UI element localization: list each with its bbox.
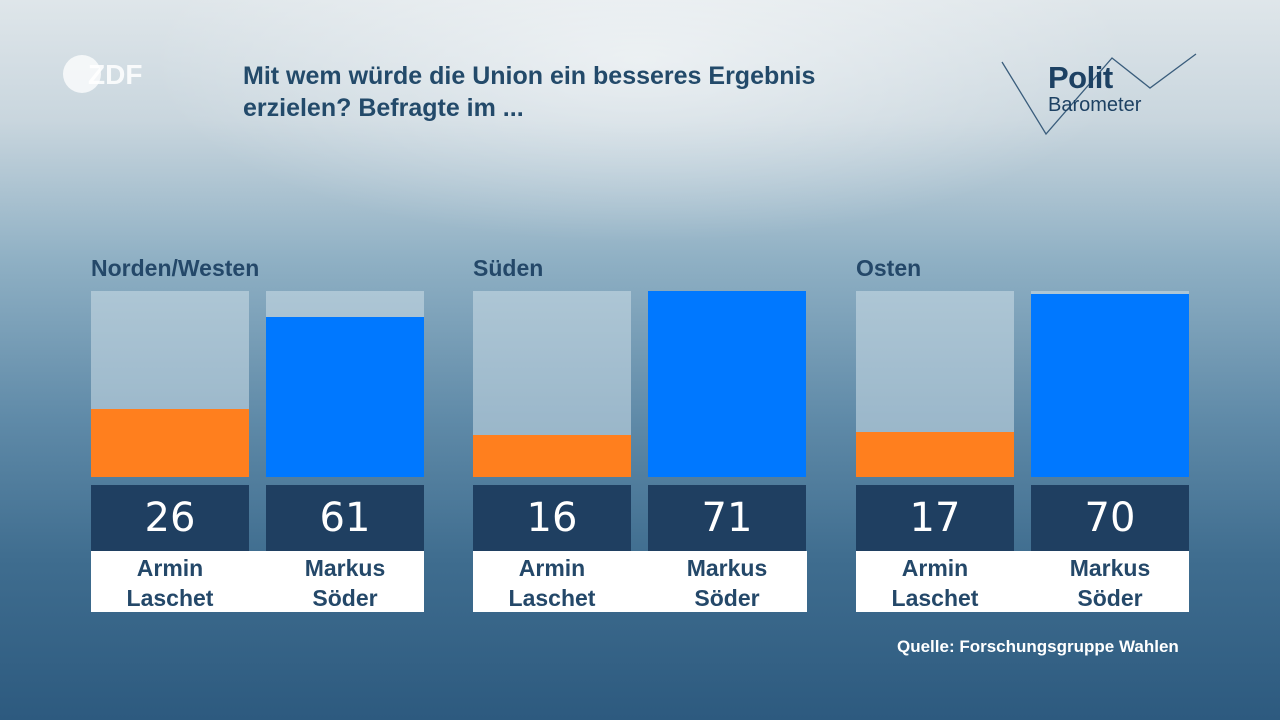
region-label-3: Osten [856,255,922,281]
candidate-last-name: Laschet [126,585,214,611]
candidate-last-name: Söder [694,585,760,611]
bar [1031,294,1189,477]
candidate-first-name: Armin [518,555,586,581]
bar [856,432,1014,477]
bar-track [473,291,631,477]
bar [473,435,631,477]
name-band-3 [856,551,1189,612]
zdf-logo-text: ZDF [88,59,142,90]
brand-line2: Barometer [1048,94,1142,116]
candidate-last-name: Söder [1077,585,1143,611]
value-label: 70 [1031,485,1189,551]
candidate-name: Markus Söder [648,553,806,613]
candidate-name: Markus Söder [1031,553,1189,613]
candidate-first-name: Markus [686,555,768,581]
candidate-last-name: Laschet [891,585,979,611]
candidate-name: Armin Laschet [91,553,249,613]
value-label: 61 [266,485,424,551]
bar [266,317,424,477]
chart-title: Mit wem würde die Union ein besseres Erg… [243,60,963,124]
bar-track [91,291,249,477]
candidate-name: Armin Laschet [856,553,1014,613]
name-band-1 [91,551,424,612]
bar [91,409,249,477]
bar-track [1031,291,1189,477]
politbarometer-zigzag-icon [1001,53,1197,136]
candidate-name: Markus Söder [266,553,424,613]
candidate-first-name: Markus [1069,555,1151,581]
chart-title-line1: Mit wem würde die Union ein besseres Erg… [243,62,816,90]
candidate-name: Armin Laschet [473,553,631,613]
zdf-logo: ZDF [62,54,146,94]
bar [648,291,806,477]
brand-line1: Polit [1048,60,1113,95]
value-label: 71 [648,485,806,551]
bar-track [856,291,1014,477]
region-label-1: Norden/Westen [91,255,260,281]
region-label-2: Süden [473,255,544,281]
source-note: Quelle: Forschungsgruppe Wahlen [897,637,1179,656]
chart-title-line2: erzielen? Befragte im ... [243,94,524,122]
value-label: 17 [856,485,1014,551]
bar-track [648,291,806,477]
politbarometer-logo: Polit Barometer [1000,48,1210,138]
bar-track [266,291,424,477]
zdf-logo-mark: ZDF [63,55,142,93]
value-label: 16 [473,485,631,551]
candidate-first-name: Armin [901,555,969,581]
candidate-first-name: Armin [136,555,204,581]
candidate-first-name: Markus [304,555,386,581]
candidate-last-name: Laschet [508,585,596,611]
value-label: 26 [91,485,249,551]
name-band-2 [473,551,807,612]
candidate-last-name: Söder [312,585,378,611]
